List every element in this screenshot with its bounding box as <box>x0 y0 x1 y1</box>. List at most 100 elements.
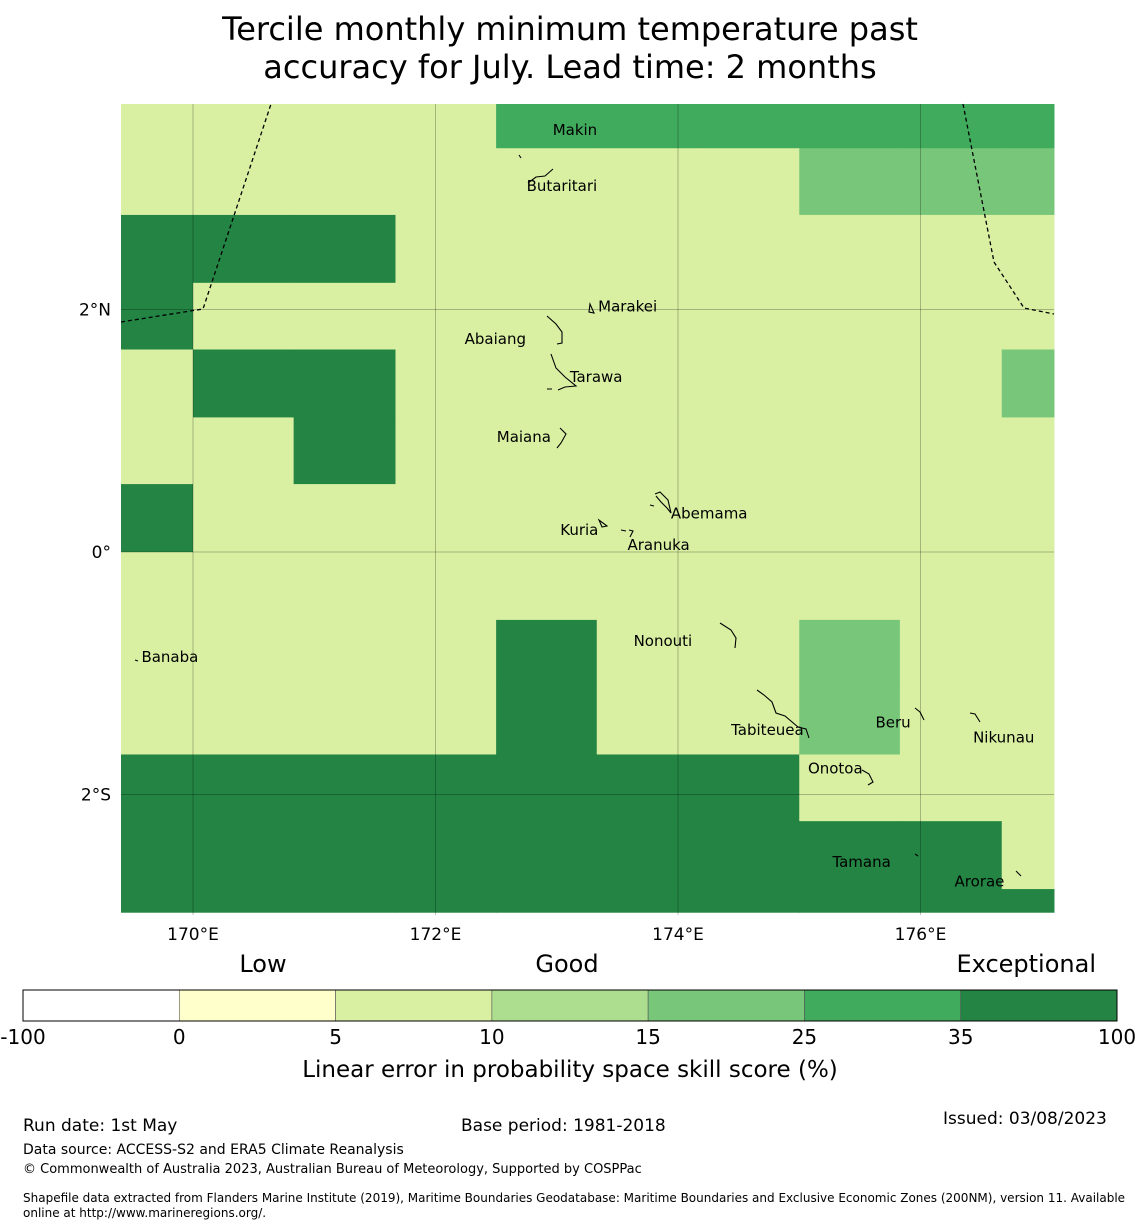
title-line-1: Tercile monthly minimum temperature past <box>222 10 918 48</box>
grid-cell <box>1001 104 1055 149</box>
grid-cell <box>496 889 598 913</box>
grid-cell <box>1001 148 1055 216</box>
grid-cell <box>293 619 397 688</box>
lon-tick-label: 172°E <box>410 925 462 945</box>
colorbar-bin <box>804 989 962 1022</box>
grid-cell <box>193 214 295 284</box>
colorbar-bin <box>647 989 805 1022</box>
grid-cell <box>899 349 1003 419</box>
island-label: Kuria <box>560 521 598 539</box>
grid-cell <box>496 417 598 485</box>
grid-cell <box>799 821 901 890</box>
grid-cell <box>1001 686 1055 756</box>
grid-cell <box>899 484 1003 553</box>
grid-cell <box>395 214 497 284</box>
grid-cell <box>799 282 901 351</box>
grid-cell <box>395 417 497 485</box>
coast-abaiang <box>546 315 563 345</box>
grid-cell <box>193 889 295 913</box>
grid-cell <box>596 214 700 284</box>
grid-cell <box>899 148 1003 216</box>
grid-cell <box>121 148 194 216</box>
grid-cell <box>799 552 901 621</box>
grid-cell <box>799 889 901 913</box>
grid-cell <box>698 349 800 419</box>
coast-aranuka <box>620 529 634 538</box>
grid-cell <box>1001 619 1055 688</box>
grid-cell <box>1001 552 1055 621</box>
grid-cell <box>395 686 497 756</box>
colorbar-tick-label: 0 <box>173 1025 186 1049</box>
coast-maiana <box>556 427 567 449</box>
grid-cell <box>395 484 497 553</box>
issued-date: Issued: 03/08/2023 <box>943 1109 1107 1129</box>
coast-onotoa <box>861 769 874 786</box>
shapefile-credit-line-1: Shapefile data extracted from Flanders M… <box>23 1191 1126 1205</box>
grid-cell <box>1001 484 1055 553</box>
colorbar-tick-label: 10 <box>479 1025 504 1049</box>
grid-cell <box>496 484 598 553</box>
grid-cell <box>596 484 700 553</box>
grid-cell <box>596 619 700 688</box>
grid-cell <box>293 282 397 351</box>
grid-cell <box>496 552 598 621</box>
run-date: Run date: 1st May <box>23 1116 178 1136</box>
coast-nikunau <box>969 712 981 723</box>
colorbar-category-label: Exceptional <box>957 950 1097 978</box>
island-label: Onotoa <box>808 759 863 777</box>
island-coastlines <box>134 154 1022 877</box>
grid-cell <box>698 417 800 485</box>
grid-cell <box>596 889 700 913</box>
grid-cell <box>596 349 700 419</box>
title-line-2: accuracy for July. Lead time: 2 months <box>263 48 877 86</box>
grid-cell <box>596 821 700 890</box>
grid-cell <box>193 552 295 621</box>
island-label: Maiana <box>497 428 551 446</box>
grid-cell <box>496 104 598 149</box>
lat-tick-label: 2°N <box>79 301 111 321</box>
colorbar-tick-label: 15 <box>635 1025 660 1049</box>
grid-cell <box>496 754 598 822</box>
grid-cell <box>698 282 800 351</box>
grid-cell <box>899 282 1003 351</box>
grid-cell <box>698 214 800 284</box>
lon-tick-label: 170°E <box>167 925 219 945</box>
grid-cell <box>496 148 598 216</box>
grid-cell <box>899 214 1003 284</box>
grid-cell <box>899 104 1003 149</box>
coast-makin <box>518 154 522 159</box>
island-label: Arorae <box>955 872 1005 890</box>
grid-cell <box>496 619 598 688</box>
colorbar-bin <box>178 989 336 1022</box>
grid-cell <box>698 148 800 216</box>
grid-cell <box>293 686 397 756</box>
grid-cell <box>193 821 295 890</box>
axis-ticks: 2°N 0° 2°S 170°E 172°E 174°E 176°E <box>79 301 946 946</box>
lat-tick-label: 0° <box>92 543 111 563</box>
colorbar-axis-label: Linear error in probability space skill … <box>302 1057 838 1083</box>
grid-cell <box>899 686 1003 756</box>
grid-cell <box>395 889 497 913</box>
grid-cell <box>121 619 194 688</box>
grid-cell <box>698 686 800 756</box>
eez-boundaries <box>120 103 1055 323</box>
grid-cell <box>395 349 497 419</box>
grid-cell <box>596 686 700 756</box>
island-label: Tamana <box>831 853 890 871</box>
coast-marakei <box>588 301 595 314</box>
grid-cell <box>799 148 901 216</box>
grid-cell <box>193 148 295 216</box>
grid-cell <box>121 821 194 890</box>
grid-cell <box>293 821 397 890</box>
island-label: Abaiang <box>465 330 526 348</box>
grid-cell <box>799 349 901 419</box>
coast-butaritari <box>527 168 554 184</box>
grid-cell <box>1001 349 1055 419</box>
grid-cell <box>596 417 700 485</box>
graticule <box>121 104 1054 915</box>
island-label: Beru <box>876 714 911 732</box>
grid-cell <box>121 552 194 621</box>
coast-tamana <box>914 853 919 857</box>
grid-cell <box>1001 889 1055 913</box>
grid-cell <box>293 552 397 621</box>
